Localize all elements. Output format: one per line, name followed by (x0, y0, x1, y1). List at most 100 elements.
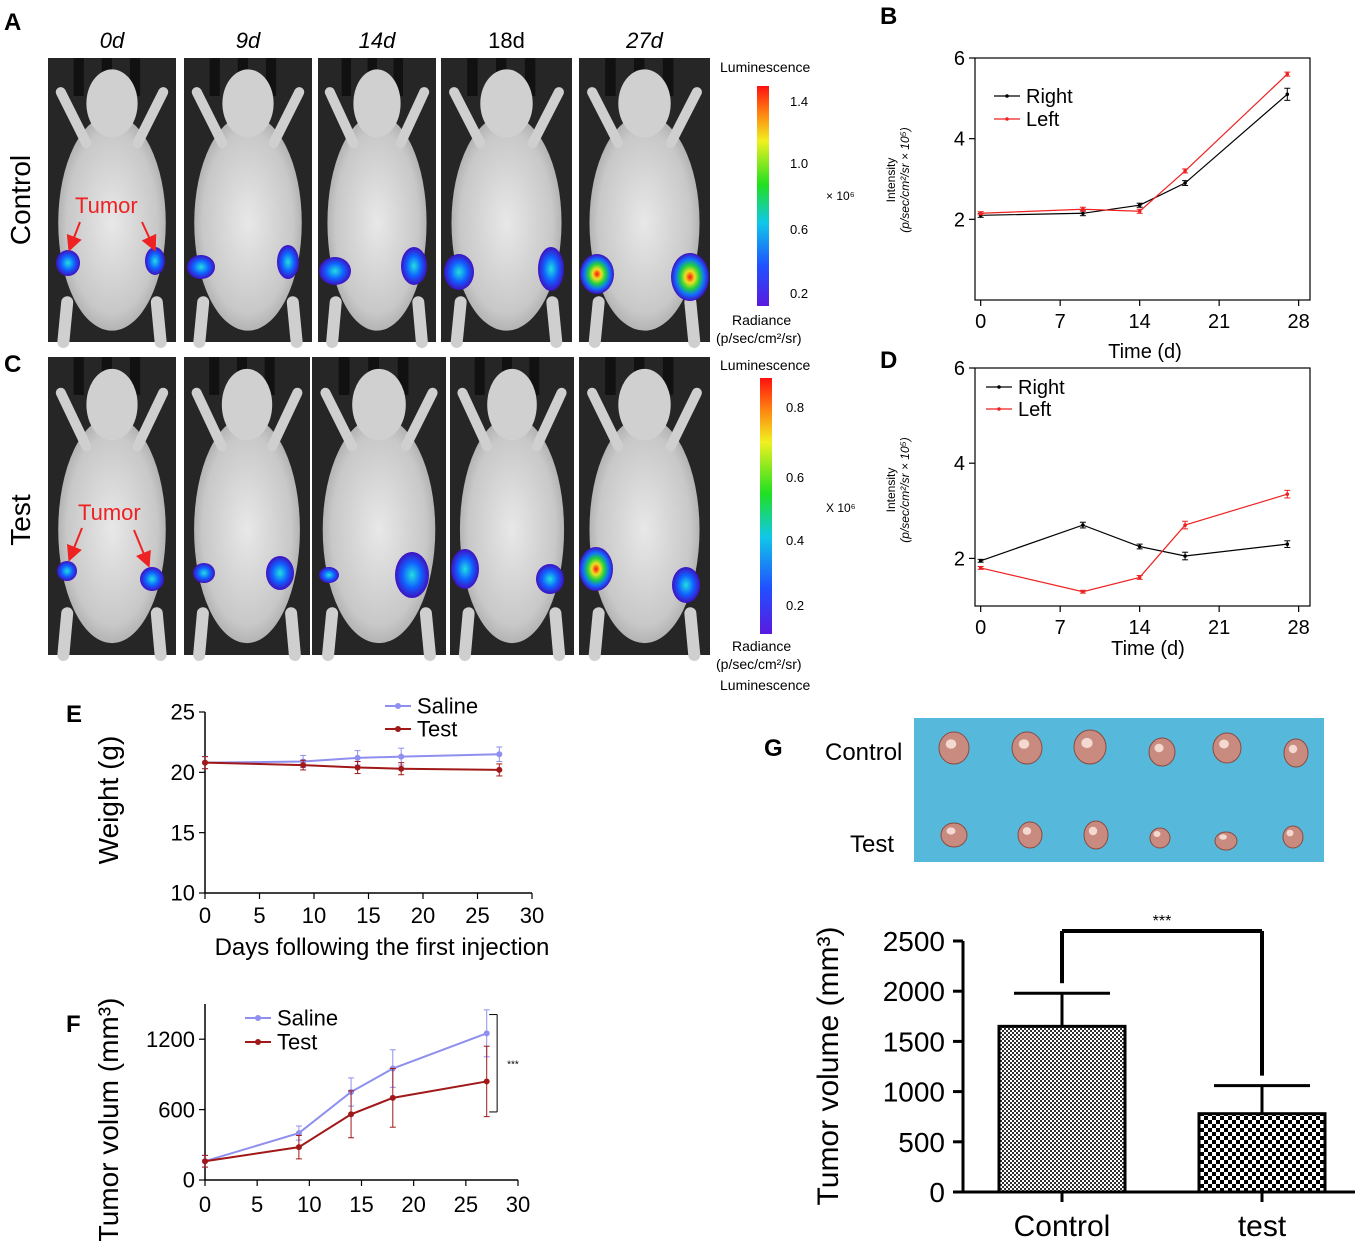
legend-marker (1005, 94, 1009, 98)
cage-bar (129, 58, 141, 96)
luminescence-right (536, 564, 564, 594)
mouse-head (353, 69, 401, 138)
luminescence-right (266, 556, 294, 590)
tumor-sample-highlight (1088, 826, 1098, 836)
luminescence-right (671, 253, 709, 301)
mouse-body (451, 114, 562, 331)
legend-marker (997, 407, 1001, 411)
data-point-test (202, 1158, 208, 1165)
mouse-arm (132, 87, 169, 149)
y-tick-label: 1500 (883, 1026, 945, 1057)
tumor-sample-highlight (1286, 829, 1294, 837)
y-tick-label: 6 (954, 48, 965, 70)
x-tick-label: 28 (1288, 617, 1310, 639)
y-tick-label: 2000 (883, 976, 945, 1007)
x-tick-label: 30 (506, 1192, 530, 1217)
mouse-arm (191, 387, 227, 452)
tumor-sample-8 (1083, 820, 1109, 850)
luminescence-left (579, 547, 613, 591)
mouse-leg (684, 607, 701, 661)
luminescence-right (672, 567, 700, 603)
data-point-right (1081, 523, 1085, 527)
mouse-leg (322, 607, 339, 661)
mouse-arm (320, 387, 358, 452)
x-tick-label: 0 (199, 1192, 211, 1217)
mouse-arm (395, 87, 430, 149)
data-point-right (978, 558, 983, 563)
mouse-arm (55, 387, 92, 452)
tumor-sample-highlight (1219, 834, 1227, 840)
y-tick-label: 4 (954, 129, 965, 151)
mouse-leg (193, 296, 210, 348)
x-tick-label: 14 (1129, 311, 1151, 333)
x-tick-label: 10 (297, 1192, 321, 1217)
cage-bar (265, 58, 277, 96)
tumor-arrow-left-test (67, 527, 83, 562)
y-tick-label: 600 (158, 1097, 195, 1122)
legend-marker (395, 726, 401, 732)
panel-letter-a: A (4, 9, 21, 36)
luminescence-left (444, 254, 474, 290)
tumor-sample-highlight (1081, 737, 1093, 749)
data-point-left (1081, 589, 1085, 594)
mouse-body (58, 416, 166, 644)
luminescence-left (451, 549, 479, 589)
panel-c-images: Test Tumor (5, 357, 710, 661)
mouse-leg (150, 607, 167, 661)
data-point-left (1285, 492, 1290, 496)
x-tick-label-test: test (1238, 1210, 1287, 1241)
y-tick-label: 500 (898, 1127, 945, 1158)
mouse-leg (326, 296, 342, 348)
series-line-left (980, 493, 1288, 593)
x-axis-label: Days following the first injection (215, 934, 550, 961)
legend-marker (997, 385, 1001, 389)
mouse-arm (400, 387, 438, 452)
mouse-head (487, 368, 537, 441)
significance-stars: *** (1153, 913, 1172, 930)
x-tick-label: 14 (1129, 617, 1151, 639)
mouse-head (86, 69, 138, 138)
colorbar-c-tick-2: 0.6 (786, 470, 804, 485)
tumor-sample-7 (1017, 821, 1043, 849)
data-point-test (389, 1094, 396, 1101)
cage-bar (264, 357, 275, 395)
legend-label-right: Right (1026, 86, 1073, 108)
x-tick-label: 10 (302, 903, 326, 928)
colorbar-c-bottom-2: (p/sec/cm²/sr) (716, 656, 802, 672)
panel-letter-g: G (764, 735, 783, 762)
data-point-left (1183, 169, 1187, 173)
mouse-image-4 (579, 357, 710, 661)
mouse-head (86, 368, 138, 441)
mouse-arm (191, 87, 228, 149)
cage-bar (474, 357, 485, 395)
tumor-sample-5 (1283, 738, 1309, 768)
cage-bar (209, 357, 220, 395)
panel-letter-f: F (66, 1011, 81, 1038)
x-tick-label: 5 (253, 903, 265, 928)
data-point-right (1137, 544, 1142, 549)
row-label-control: Control (5, 155, 36, 245)
colorbar-a-gradient (757, 86, 769, 306)
data-point-right (1183, 554, 1187, 558)
data-point-left (978, 566, 983, 570)
bar-test (1197, 1112, 1327, 1194)
colorbar-a-tick-2: 1.0 (790, 156, 808, 171)
legend-marker (255, 1015, 261, 1021)
day-label-14d: 14d (359, 28, 396, 53)
mouse-arm (268, 87, 305, 149)
x-tick-label: 5 (251, 1192, 263, 1217)
mouse-arm (457, 387, 493, 452)
data-point-test (295, 1144, 302, 1151)
series-line-test (204, 761, 500, 771)
mouse-arm (587, 387, 624, 452)
chart-g: 0 500 1000 1500 2000 2500 Control test *** Tumor … (812, 913, 1355, 1241)
y-axis-label: Weight (g) (93, 736, 124, 865)
colorbar-a-bottom-1: Radiance (732, 312, 791, 328)
tumor-arrow-left (66, 221, 82, 252)
cage-bar (529, 357, 540, 395)
mouse-leg (546, 296, 563, 348)
tumor-sample-highlight (1154, 743, 1164, 753)
mouse-leg (588, 296, 605, 348)
